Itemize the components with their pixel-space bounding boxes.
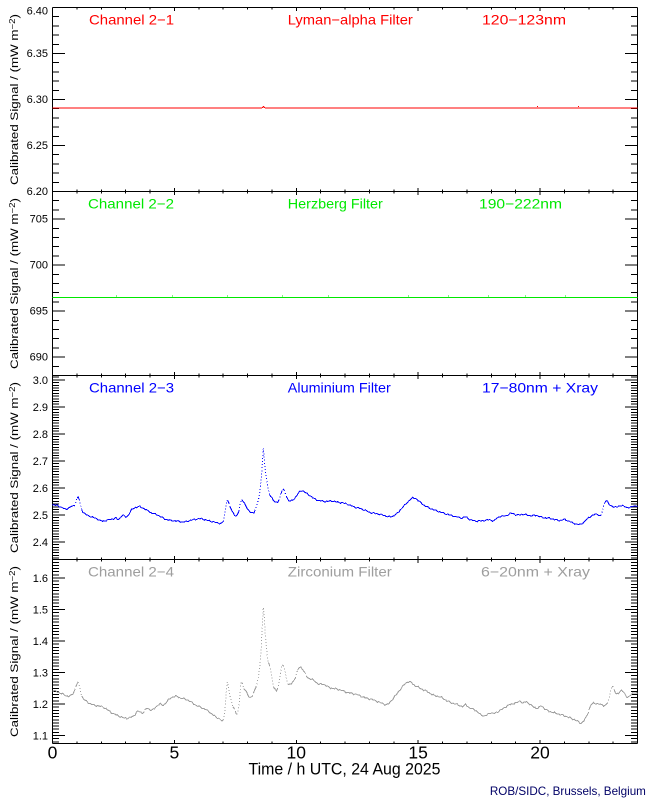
svg-text:2.8: 2.8 [33, 429, 48, 441]
svg-text:Zirconium Filter: Zirconium Filter [288, 564, 392, 580]
svg-text:690: 690 [30, 352, 48, 364]
svg-text:20: 20 [530, 743, 550, 763]
svg-text:6.30: 6.30 [27, 94, 48, 106]
svg-text:2.7: 2.7 [33, 456, 48, 468]
svg-text:695: 695 [30, 306, 48, 318]
svg-text:1.1: 1.1 [33, 731, 48, 743]
svg-text:Calibrated Signal / (mW m−2): Calibrated Signal / (mW m−2) [8, 566, 21, 737]
svg-text:Channel 2−1: Channel 2−1 [89, 12, 174, 28]
svg-text:6.20: 6.20 [27, 186, 48, 198]
svg-text:705: 705 [30, 214, 48, 226]
svg-text:Aluminium Filter: Aluminium Filter [288, 380, 391, 396]
svg-text:Calibrated Signal / (mW m−2): Calibrated Signal / (mW m−2) [8, 382, 21, 553]
svg-text:5: 5 [170, 743, 180, 763]
svg-text:Calibrated Signal / (mW m−2): Calibrated Signal / (mW m−2) [8, 14, 21, 185]
svg-text:1.5: 1.5 [33, 605, 48, 617]
svg-text:Time / h UTC, 24 Aug 2025: Time / h UTC, 24 Aug 2025 [249, 760, 441, 779]
svg-text:6.40: 6.40 [27, 6, 48, 18]
svg-text:ROB/SIDC, Brussels, Belgium: ROB/SIDC, Brussels, Belgium [490, 784, 646, 798]
svg-text:190−222nm: 190−222nm [479, 196, 562, 212]
svg-text:6−20nm + Xray: 6−20nm + Xray [481, 564, 590, 580]
svg-text:1.2: 1.2 [33, 699, 48, 711]
svg-text:0: 0 [48, 743, 58, 763]
svg-text:Calibrated Signal / (mW m−2): Calibrated Signal / (mW m−2) [8, 198, 21, 369]
svg-text:10: 10 [287, 743, 307, 763]
svg-text:2.5: 2.5 [33, 510, 48, 522]
svg-text:1.6: 1.6 [33, 573, 48, 585]
svg-text:120−123nm: 120−123nm [482, 12, 566, 28]
svg-text:700: 700 [30, 260, 48, 272]
svg-text:6.35: 6.35 [27, 48, 48, 60]
svg-text:2.4: 2.4 [33, 537, 48, 549]
svg-text:2.6: 2.6 [33, 483, 48, 495]
svg-text:3.0: 3.0 [33, 375, 48, 387]
svg-text:Lyman−alpha Filter: Lyman−alpha Filter [288, 12, 413, 28]
svg-text:2.9: 2.9 [33, 402, 48, 414]
svg-text:6.25: 6.25 [27, 140, 48, 152]
svg-text:Herzberg Filter: Herzberg Filter [288, 196, 383, 212]
svg-text:17−80nm + Xray: 17−80nm + Xray [482, 380, 598, 396]
svg-text:Channel 2−4: Channel 2−4 [88, 564, 174, 580]
svg-text:Channel 2−3: Channel 2−3 [89, 380, 174, 396]
svg-text:1.4: 1.4 [33, 636, 48, 648]
svg-text:Channel 2−2: Channel 2−2 [88, 196, 174, 212]
svg-text:1.3: 1.3 [33, 668, 48, 680]
svg-text:15: 15 [408, 743, 427, 763]
